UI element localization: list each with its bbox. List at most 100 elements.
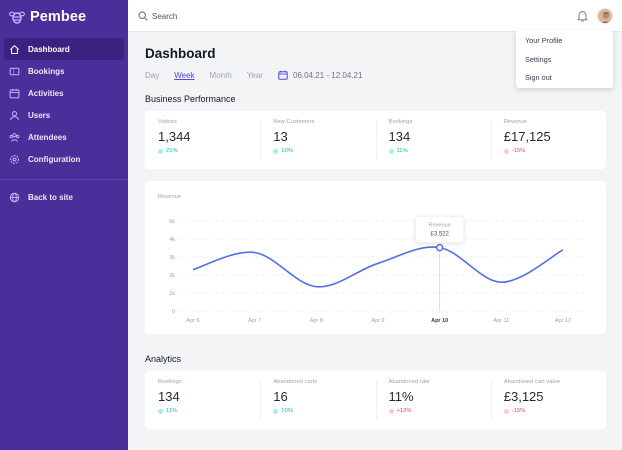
revenue-chart-card: Revenue 0 1k 2k 3k 4k 5k Apr 6 Apr 7 Apr 8 Apr 9 A… (145, 181, 606, 334)
brand[interactable]: Pembee (0, 0, 128, 34)
arrow-down-icon (503, 408, 509, 414)
stat-value: 1,344 (158, 129, 191, 144)
user-avatar[interactable] (597, 8, 613, 24)
x-tick-label: Apr 11 (493, 318, 509, 324)
tab-day[interactable]: Day (145, 71, 160, 80)
arrow-up-icon (273, 408, 279, 414)
arrow-up-icon (158, 148, 163, 154)
y-tick-label: 0 (172, 309, 175, 315)
tab-week[interactable]: Week (174, 71, 195, 80)
sidebar-item-attendees[interactable]: Attendees (4, 127, 124, 149)
stat-change-value: 10% (281, 148, 293, 154)
bell-icon[interactable] (577, 10, 588, 22)
stat-bookings: Bookings 134 11% (375, 111, 491, 169)
globe-icon (9, 193, 20, 203)
stat-change-value: +12% (396, 408, 412, 414)
stat-abandoned-carts: Abandoned carts 16 10% (260, 371, 375, 429)
sidebar-nav: Dashboard Bookings Activities Users Atte… (0, 38, 128, 171)
date-range-text: 06.04.21 - 12.04.21 (293, 70, 363, 80)
calendar-icon (278, 70, 288, 80)
x-tick-label: Apr 7 (248, 318, 261, 324)
stat-value: £17,125 (503, 129, 551, 144)
group-icon (9, 133, 20, 143)
user-menu-dropdown: Your Profile Settings Sign out (516, 30, 613, 88)
tab-year[interactable]: Year (246, 71, 263, 80)
menu-item-sign-out[interactable]: Sign out (525, 73, 552, 82)
sidebar: Pembee Dashboard Bookings Activities Use… (0, 0, 128, 450)
calendar-icon (9, 88, 20, 99)
stat-value: 16 (273, 389, 288, 404)
sidebar-item-label: Activities (28, 88, 64, 98)
series-line (192, 246, 564, 288)
stat-change: -15% (503, 148, 606, 154)
users-icon (10, 111, 19, 121)
stat-label: New Customers (273, 119, 315, 125)
menu-item-settings[interactable]: Settings (525, 54, 552, 64)
tooltip-label: Revenue (429, 223, 451, 229)
arrow-up-icon (388, 148, 394, 154)
x-tick-label: Apr 10 (431, 318, 448, 324)
sidebar-item-activities[interactable]: Activities (4, 82, 124, 104)
sidebar-item-label: Bookings (28, 66, 65, 76)
sidebar-item-label: Back to site (28, 193, 73, 203)
arrow-down-icon (503, 148, 509, 154)
top-bar (128, 0, 622, 32)
stat-value: 13 (273, 129, 288, 144)
stat-change-value: -15% (511, 148, 526, 154)
sidebar-item-label: Dashboard (28, 44, 70, 54)
y-tick-label: 5k (169, 219, 175, 225)
stat-change-value: 10% (281, 408, 293, 414)
stat-change: 11% (388, 148, 491, 154)
y-tick-label: 1k (169, 291, 175, 297)
stat-value: 134 (388, 129, 411, 144)
search-input[interactable] (152, 7, 412, 25)
stat-new-customers: New Customers 13 10% (260, 111, 375, 169)
stat-change-value: 11% (396, 148, 408, 154)
search-icon (138, 11, 148, 21)
home-icon (10, 44, 19, 54)
sidebar-item-configuration[interactable]: Configuration (4, 149, 124, 171)
sidebar-item-label: Attendees (28, 133, 67, 143)
tooltip-box (415, 216, 464, 243)
stat-label: Revenue (503, 119, 527, 125)
y-tick-label: 4k (169, 237, 175, 243)
brand-name: Pembee (30, 9, 87, 25)
stat-label: Visitors (158, 119, 177, 125)
ticket-icon (9, 67, 20, 75)
range-tabs: Day Week Month Year (145, 71, 278, 80)
sidebar-item-back-to-site[interactable]: Back to site (4, 187, 124, 209)
tab-month[interactable]: Month (209, 71, 232, 80)
stat-value: £3,125 (503, 389, 544, 404)
chart-title: Revenue (158, 194, 181, 200)
stat-label: Bookings (388, 119, 413, 125)
stat-abandoned-rate: Abandoned rate 11% +12% (375, 371, 491, 429)
stat-change: 21% (158, 148, 260, 154)
sidebar-item-label: Users (28, 111, 51, 121)
stat-change-value: 11% (166, 408, 178, 414)
menu-item-your-profile[interactable]: Your Profile (525, 36, 563, 45)
date-range-picker[interactable]: 06.04.21 - 12.04.21 (278, 70, 362, 80)
data-point-highlighted (435, 243, 444, 252)
sidebar-item-bookings[interactable]: Bookings (4, 60, 124, 82)
stat-bookings: Bookings 134 11% (145, 371, 260, 429)
sidebar-item-dashboard[interactable]: Dashboard (4, 38, 124, 60)
sidebar-item-users[interactable]: Users (4, 105, 124, 127)
stat-label: Abandoned carts (273, 379, 318, 385)
stat-abandoned-cart-value: Abandoned cart value £3,125 -15% (490, 371, 606, 429)
stat-label: Abandoned cart value (503, 379, 561, 385)
business-performance-title: Business Performance (145, 94, 236, 104)
analytics-title: Analytics (145, 354, 182, 364)
x-tick-label: Apr 8 (310, 318, 323, 324)
arrow-down-icon (388, 408, 394, 414)
tooltip-value: £3,522 (430, 232, 449, 238)
x-tick-label: Apr 9 (371, 318, 384, 324)
stat-change-value: 21% (166, 148, 178, 154)
page-title: Dashboard (145, 46, 216, 61)
sidebar-divider (0, 178, 128, 180)
stat-value: 134 (158, 389, 180, 404)
arrow-up-icon (273, 148, 279, 154)
stat-change-value: -15% (511, 408, 526, 414)
bee-logo-icon (9, 11, 25, 24)
stat-value: 11% (388, 389, 414, 404)
stat-label: Abandoned rate (388, 379, 430, 385)
